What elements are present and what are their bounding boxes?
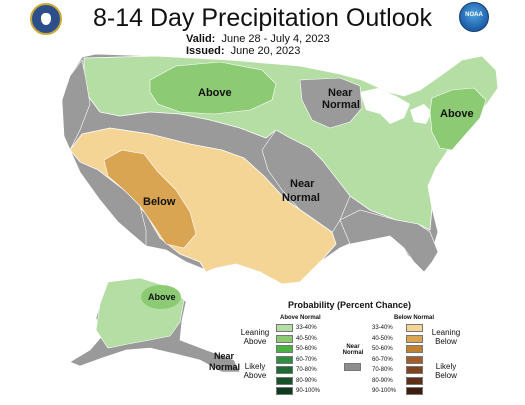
valid-dates: Valid: June 28 - July 4, 2023 — [186, 33, 330, 45]
legend-below-swatch-6 — [406, 376, 423, 385]
legend-above-label-5: 70-80% — [296, 367, 317, 373]
near-normal-west-coast — [61, 59, 147, 247]
near-normal-southeast — [339, 209, 439, 273]
legend-below-swatch-5 — [406, 366, 423, 374]
legend-near-header-2: Normal — [342, 350, 364, 356]
legend-below-label-6: 80-90% — [372, 377, 393, 384]
legend-above-swatch-2 — [276, 334, 293, 343]
legend-leaning-above-2: Above — [243, 337, 267, 346]
legend-leaning-below-1: Leaning — [431, 328, 461, 337]
legend-below-label-2: 40-50% — [372, 335, 393, 342]
legend-above-label-3: 50-60% — [296, 346, 317, 352]
legend-above-label-4: 60-70% — [296, 356, 317, 363]
legend-above-label-6: 80-90% — [296, 377, 317, 384]
great-lakes — [360, 88, 432, 124]
legend-below-label-3: 50-60% — [372, 346, 393, 352]
legend-above-swatch-6 — [276, 376, 293, 385]
legend-below-label-7: 90-100% — [372, 388, 397, 394]
issued-label: Issued: — [186, 45, 225, 57]
label-near-alaska-2: Normal — [209, 362, 240, 372]
legend-leaning-below: Leaning Below — [428, 328, 464, 346]
legend-above-label-2: 40-50% — [296, 335, 317, 342]
legend-likely-above-1: Likely — [244, 362, 266, 371]
label-below-southwest: Below — [143, 196, 176, 208]
above-40-northeast — [429, 87, 487, 151]
probability-legend: Probability (Percent Chance) Above Norma… — [238, 300, 520, 402]
label-near-alaska-1: Near — [214, 351, 235, 361]
legend-likely-above-2: Above — [243, 371, 267, 380]
issued-date: Issued: June 20, 2023 — [186, 45, 300, 57]
legend-below-header: Below Normal — [394, 315, 435, 321]
near-normal-central-wedge — [261, 129, 351, 237]
valid-value: June 28 - July 4, 2023 — [221, 33, 330, 45]
legend-below-label-4: 60-70% — [372, 356, 393, 363]
issued-value: June 20, 2023 — [230, 45, 301, 57]
legend-above-swatch-4 — [276, 355, 293, 364]
legend-below-label-1: 33-40% — [372, 325, 393, 331]
legend-leaning-below-2: Below — [435, 337, 457, 346]
commerce-seal-logo — [30, 3, 62, 35]
noaa-logo: NOAA — [459, 2, 489, 32]
legend-leaning-above-1: Leaning — [240, 328, 270, 337]
page-title: 8-14 Day Precipitation Outlook — [92, 4, 433, 32]
legend-near-header-1: Near — [346, 344, 360, 350]
legend-leaning-above: Leaning Above — [238, 328, 272, 346]
label-near-central-1: Near — [290, 178, 315, 190]
legend-likely-below-1: Likely — [435, 362, 457, 371]
label-near-lakes-1: Near — [328, 87, 353, 99]
label-near-central-2: Normal — [282, 192, 320, 204]
legend-above-swatch-1 — [276, 324, 293, 332]
legend-above-swatch-7 — [276, 387, 293, 395]
legend-below-swatch-7 — [406, 387, 423, 395]
above-40-north — [149, 61, 277, 115]
legend-above-label-7: 90-100% — [296, 388, 321, 394]
label-above-alaska: Above — [148, 292, 176, 302]
legend-near-header: Near Normal — [340, 344, 366, 356]
legend-above-swatch-5 — [276, 366, 293, 374]
legend-likely-below-2: Below — [435, 371, 457, 380]
legend-above-swatch-3 — [276, 345, 293, 353]
label-above-northeast: Above — [440, 108, 474, 120]
near-normal-upper-midwest — [299, 77, 363, 129]
legend-below-swatch-1 — [406, 324, 423, 332]
legend-likely-below: Likely Below — [428, 362, 464, 380]
label-near-lakes-2: Normal — [322, 99, 360, 111]
legend-near-normal-swatch — [344, 363, 361, 371]
legend-below-label-5: 70-80% — [372, 367, 393, 373]
legend-title: Probability (Percent Chance) — [288, 300, 412, 310]
valid-label: Valid: — [186, 33, 216, 45]
alaska-above-40 — [141, 285, 181, 309]
legend-below-swatch-2 — [406, 334, 423, 343]
legend-below-swatch-3 — [406, 345, 423, 353]
legend-likely-above: Likely Above — [238, 362, 272, 380]
legend-below-swatch-4 — [406, 355, 423, 364]
noaa-logo-text: NOAA — [465, 12, 483, 18]
label-above-north: Above — [198, 87, 232, 99]
legend-above-label-1: 33-40% — [296, 325, 317, 331]
legend-above-header: Above Normal — [280, 315, 321, 321]
